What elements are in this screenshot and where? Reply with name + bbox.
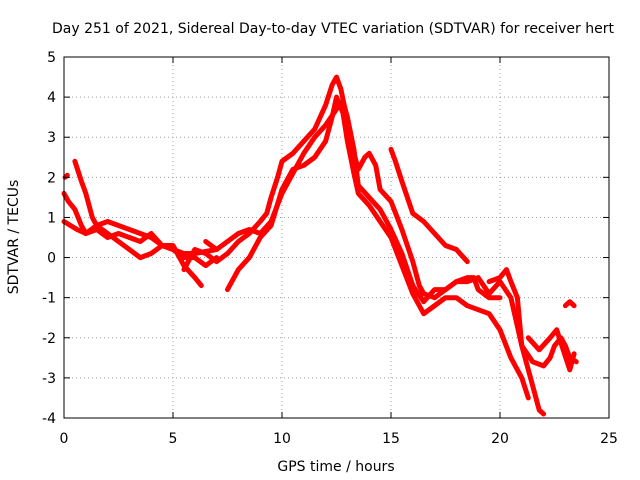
x-tick-label: 5 bbox=[169, 431, 178, 447]
x-tick-label: 15 bbox=[382, 431, 400, 447]
axis-ticks: 0 5 10 15 20 25 -4 -3 -2 -1 0 1 2 3 4 5 bbox=[42, 50, 618, 447]
y-tick-label: 0 bbox=[47, 251, 56, 267]
y-tick-label: -3 bbox=[42, 371, 56, 387]
y-axis-label: SDTVAR / TECUs bbox=[6, 180, 22, 295]
series-trace-3 bbox=[72, 158, 220, 256]
y-tick-label: 3 bbox=[47, 130, 56, 146]
x-tick-label: 10 bbox=[273, 431, 291, 447]
y-tick-label: -2 bbox=[42, 331, 56, 347]
chart-title: Day 251 of 2021, Sidereal Day-to-day VTE… bbox=[52, 21, 614, 37]
y-tick-label: 1 bbox=[47, 210, 56, 226]
x-axis-label: GPS time / hours bbox=[277, 459, 394, 475]
y-tick-label: -1 bbox=[42, 291, 56, 307]
series-trace-9 bbox=[525, 327, 577, 373]
series-trace-5 bbox=[225, 94, 531, 401]
series-trace-7 bbox=[388, 146, 470, 265]
y-tick-label: 4 bbox=[47, 90, 56, 106]
x-tick-label: 25 bbox=[600, 431, 618, 447]
x-tick-label: 0 bbox=[60, 431, 69, 447]
series-trace-1 bbox=[61, 190, 204, 289]
y-tick-label: 2 bbox=[47, 170, 56, 186]
x-tick-label: 20 bbox=[491, 431, 509, 447]
y-tick-label: 5 bbox=[47, 50, 56, 66]
series-trace-10 bbox=[562, 299, 577, 309]
series-trace-8 bbox=[486, 267, 579, 369]
series-layer bbox=[61, 74, 579, 417]
plot-frame bbox=[63, 56, 610, 419]
series-trace-6 bbox=[203, 98, 547, 417]
y-tick-label: -4 bbox=[42, 411, 56, 427]
